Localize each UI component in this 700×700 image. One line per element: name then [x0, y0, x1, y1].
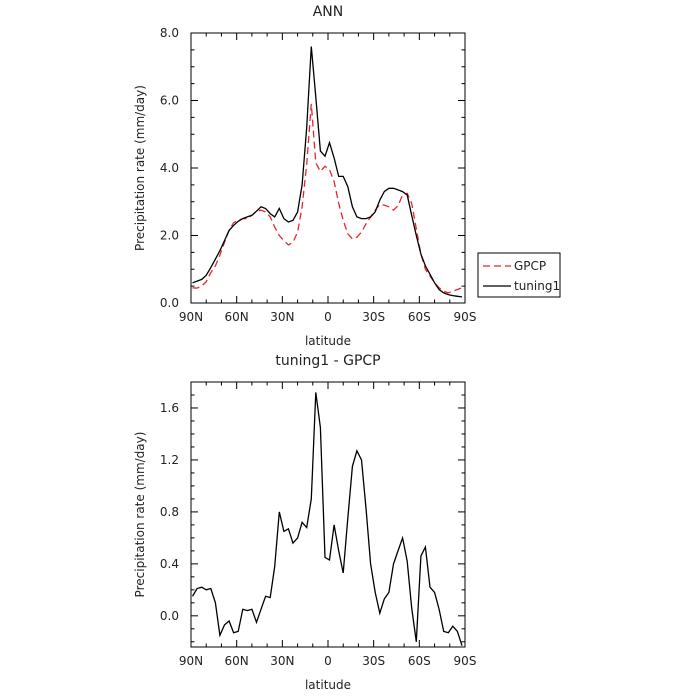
chart1-y-tick-label: 0.8: [160, 505, 179, 519]
legend-box: [477, 252, 561, 298]
chart1-x-tick-label: 60S: [408, 654, 431, 668]
chart0-x-tick-label: 90N: [179, 310, 203, 324]
chart0-x-tick-label: 90S: [454, 310, 477, 324]
chart0-series-line-gpcp: [192, 103, 463, 294]
legend-label-tuning1: tuning1: [514, 279, 560, 293]
chart0-y-tick-label: 4.0: [160, 161, 179, 175]
chart0-x-tick-label: 30S: [362, 310, 385, 324]
chart0-y-axis-label: Precipitation rate (mm/day): [133, 85, 147, 251]
chart0-x-axis-label: latitude: [305, 334, 351, 348]
chart1-x-tick-label: 30S: [362, 654, 385, 668]
chart1-series-line-difference: [191, 392, 463, 646]
legend-label-gpcp: GPCP: [514, 259, 546, 273]
chart1-x-tick-label: 90S: [454, 654, 477, 668]
chart1-x-axis-label: latitude: [305, 678, 351, 692]
chart0-y-tick-label: 6.0: [160, 94, 179, 108]
chart1-y-tick-label: 1.6: [160, 401, 179, 415]
chart1-y-tick-label: 1.2: [160, 453, 179, 467]
chart1-y-tick-label: 0.4: [160, 557, 179, 571]
chart1-x-tick-label: 60N: [225, 654, 249, 668]
chart0-x-tick-label: 0: [324, 310, 332, 324]
chart1-x-tick-label: 0: [324, 654, 332, 668]
chart0-x-tick-label: 60N: [225, 310, 249, 324]
chart1-x-tick-label: 90N: [179, 654, 203, 668]
chart1-y-tick-label: 0.0: [160, 609, 179, 623]
chart1-plot-frame: [190, 381, 466, 648]
chart0-x-tick-label: 60S: [408, 310, 431, 324]
chart1-x-tick-label: 30N: [270, 654, 294, 668]
chart1-title: tuning1 - GPCP: [275, 353, 380, 369]
chart0-y-tick-label: 0.0: [160, 296, 179, 310]
chart0-y-tick-label: 8.0: [160, 26, 179, 40]
chart0-x-tick-label: 30N: [270, 310, 294, 324]
chart0-series-line-tuning1: [192, 46, 463, 298]
chart0-title: ANN: [313, 4, 344, 20]
chart1-y-axis-label: Precipitation rate (mm/day): [133, 432, 147, 598]
chart0-y-tick-label: 2.0: [160, 229, 179, 243]
